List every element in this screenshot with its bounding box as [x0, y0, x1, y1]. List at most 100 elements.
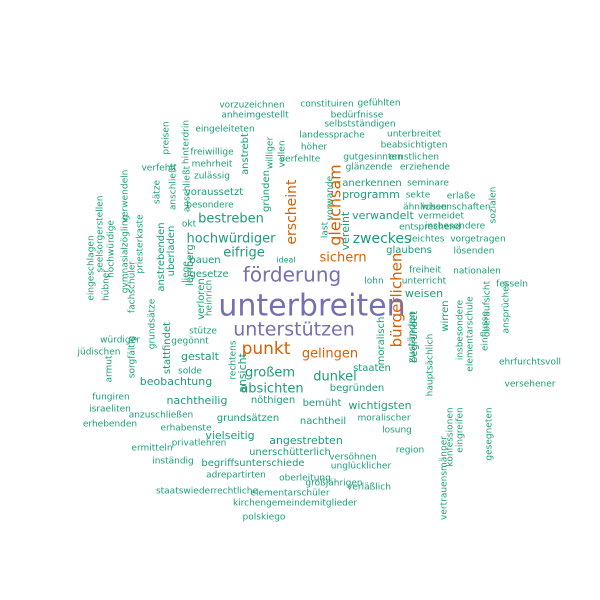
cloud-word: gesetze: [189, 269, 228, 280]
cloud-word: voraussetzt: [185, 187, 243, 198]
cloud-word: wissenschaften: [421, 203, 490, 213]
cloud-word: gestalt: [181, 350, 220, 363]
cloud-word: bestreben: [198, 212, 264, 227]
cloud-word: constituiren: [300, 100, 353, 110]
cloud-word: vermeidet: [418, 212, 464, 222]
cloud-word: fungiren: [92, 393, 130, 403]
cloud-word: fachschüler: [128, 261, 138, 313]
cloud-word: region: [396, 446, 424, 456]
cloud-word: wirren: [440, 300, 451, 331]
cloud-word: begründen: [330, 383, 384, 394]
cloud-word: vereint: [339, 211, 352, 250]
cloud-word: lösenden: [454, 247, 495, 257]
cloud-word: sichern: [319, 251, 366, 266]
cloud-word: dunkel: [313, 370, 356, 385]
cloud-word: großem: [245, 366, 295, 381]
cloud-word: priesterkaste: [136, 214, 146, 274]
cloud-word: unterstützen: [233, 319, 355, 341]
cloud-word: gleichsam: [326, 164, 345, 246]
cloud-word: polskiego: [243, 513, 286, 523]
cloud-word: gymnasialzögling: [121, 215, 131, 294]
cloud-word: besondere: [186, 201, 234, 211]
cloud-word: anerkennen: [342, 178, 401, 189]
cloud-word: absichten: [240, 382, 303, 397]
cloud-word: anzuschließen: [129, 411, 193, 421]
cloud-word: elementarschüler: [250, 489, 329, 499]
cloud-word: ähnlichen: [403, 203, 447, 213]
cloud-word: staaten: [353, 363, 391, 374]
cloud-word: grundsätzen: [217, 413, 279, 424]
cloud-word: uberladen: [166, 226, 177, 277]
cloud-word: preisen: [162, 121, 172, 154]
cloud-word: vorgetragen: [450, 235, 505, 245]
cloud-word: landessprache: [299, 131, 365, 141]
cloud-word: gelingen: [302, 347, 358, 362]
cloud-word: nachtheil: [300, 416, 346, 427]
cloud-word: angestrebten: [269, 434, 343, 447]
cloud-word: erhabenste: [160, 424, 211, 434]
cloud-word: armut: [105, 355, 115, 383]
cloud-word: adrepartirten: [206, 471, 266, 481]
cloud-word: erziehende: [400, 163, 451, 173]
cloud-word: anheimgestellt: [221, 111, 289, 121]
cloud-word: gegönnt: [171, 337, 209, 347]
cloud-word: anschließt: [169, 163, 179, 210]
cloud-word: vorzuzeichnen: [219, 101, 284, 111]
cloud-word: entsprechend: [399, 223, 461, 233]
cloud-word: konfessionen: [446, 407, 456, 466]
cloud-word: heinrich: [205, 280, 215, 316]
cloud-word: sätze: [153, 180, 163, 204]
cloud-word: verfehlte: [280, 155, 321, 165]
cloud-word: gesegneten: [485, 407, 495, 460]
cloud-word: erhebenden: [83, 420, 137, 430]
cloud-word: gründen: [261, 170, 272, 212]
cloud-word: stütze: [189, 327, 217, 337]
cloud-word: liege: [182, 261, 192, 283]
cloud-word: erlaße: [447, 192, 476, 202]
cloud-word: begriffsunterschiede: [201, 458, 304, 469]
cloud-word: vielseitig: [205, 429, 254, 442]
cloud-word: insbesondere: [456, 299, 466, 360]
cloud-word: selbstständigen: [324, 120, 395, 130]
cloud-word: mehrheit: [192, 160, 233, 170]
cloud-word: höher: [301, 143, 327, 153]
cloud-word: moralischer: [357, 414, 410, 424]
cloud-word: nöthigen: [251, 395, 295, 406]
cloud-word: unterbreitet: [387, 130, 441, 140]
cloud-word: vertrauensmänner: [440, 436, 450, 520]
cloud-word: fesseln: [496, 280, 528, 290]
cloud-word: eingeschlagen: [87, 235, 97, 300]
cloud-word: israeliten: [89, 405, 131, 415]
cloud-word: versöhnen: [329, 453, 376, 463]
cloud-word: jüdischen: [76, 348, 120, 358]
cloud-word: verwandelt: [352, 209, 414, 222]
cloud-word: sorgfältig: [128, 336, 138, 378]
cloud-word: bemüht: [303, 398, 342, 409]
cloud-word: hochwürdiger: [186, 232, 276, 247]
cloud-word: leichtes: [410, 235, 445, 245]
cloud-word: großjährigen: [305, 479, 362, 489]
cloud-word: ehrfurchtsvoll: [499, 358, 561, 368]
cloud-word: last: [321, 221, 331, 238]
cloud-word: hochwürdige: [107, 220, 117, 278]
cloud-word: staatswiederrechtliche: [156, 487, 259, 497]
cloud-word: unterricht: [402, 277, 447, 287]
cloud-word: verläßlich: [347, 483, 391, 493]
cloud-word: gutgesinnten: [343, 153, 403, 163]
cloud-word: anstrebt: [240, 133, 251, 175]
cloud-word: kirchengemeindemitglieder: [233, 499, 357, 509]
cloud-word: bürgerlichen: [388, 253, 406, 348]
cloud-word: hübner: [102, 269, 112, 301]
cloud-word: lohn: [364, 277, 383, 287]
cloud-word: ansprüchen: [502, 281, 512, 334]
cloud-word: okt: [182, 220, 197, 230]
cloud-word: ernstlichen: [389, 153, 439, 163]
cloud-word: punkt: [242, 339, 291, 359]
cloud-word: verloren: [196, 278, 207, 319]
cloud-word: ermitteln: [131, 444, 172, 454]
cloud-word: zuständen: [407, 311, 418, 363]
cloud-word: grundsätze: [148, 298, 158, 349]
cloud-word: solde: [178, 367, 202, 377]
cloud-word: programm: [342, 188, 400, 201]
